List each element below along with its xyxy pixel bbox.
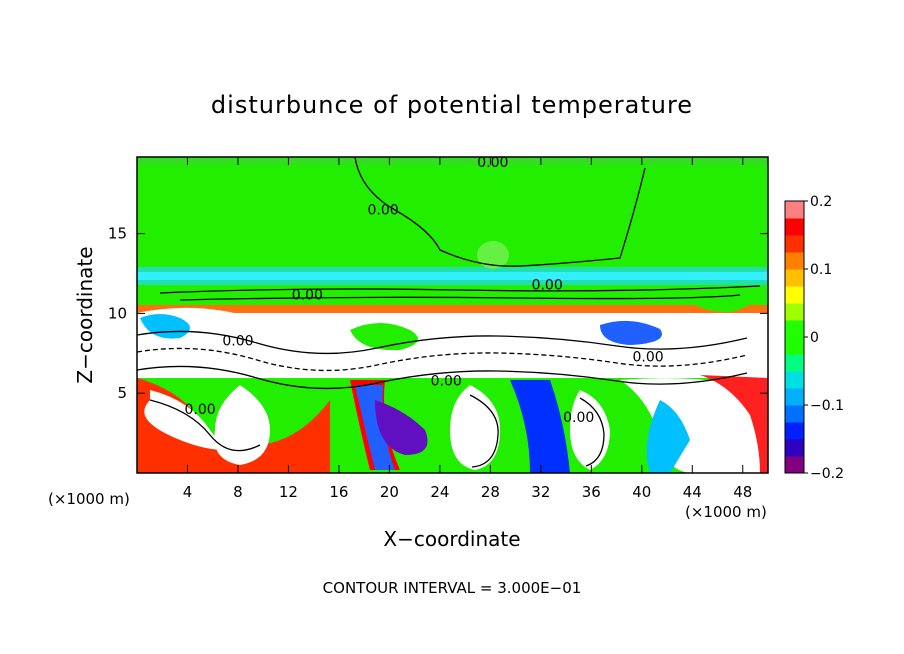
colorbar-tick-label: 0 [810,330,819,346]
colorbar-tick-label: −0.1 [810,398,844,414]
colorbar-step [785,218,804,236]
colorbar-step [785,337,804,355]
colorbar-step [785,252,804,270]
x-tick-label: 48 [733,483,752,501]
colorbar-step [785,354,804,372]
colorbar-tick-label: 0.1 [810,262,832,278]
contour-label: 0.00 [222,334,253,350]
x-axis: 4 8 12 16 20 24 28 32 36 40 44 48 [183,157,752,501]
y-tick-label: 15 [108,225,127,243]
contour-label: 0.00 [368,203,399,219]
contour-label: 0.00 [532,278,563,294]
colorbar-step [785,371,804,389]
x-unit-right: (×1000 m) [685,503,767,521]
x-tick-label: 8 [233,483,243,501]
x-unit-left: (×1000 m) [48,490,130,508]
x-tick-label: 24 [430,483,449,501]
colorbar-step [785,286,804,304]
y-axis: 5 10 15 [108,225,768,402]
colorbar-tick-label: −0.2 [810,466,844,482]
colorbar-tick-label: 0.2 [810,194,832,210]
x-tick-label: 4 [183,483,193,501]
heatmap-field [137,157,768,473]
x-tick-label: 32 [531,483,550,501]
colorbar-step [785,235,804,253]
x-tick-label: 16 [329,483,348,501]
colorbar-step [785,201,804,219]
colorbar-step [785,320,804,338]
plot-frame [136,156,769,474]
colorbar-step [785,456,804,474]
x-tick-label: 44 [683,483,702,501]
contour-labels: 0.00 0.00 0.00 0.00 0.00 0.00 0.00 0.00 0.00 [185,155,664,426]
contour-label: 0.00 [633,349,664,365]
x-tick-label: 36 [582,483,601,501]
colorbar-step [785,439,804,457]
contour-label: 0.00 [563,410,594,426]
x-tick-label: 28 [481,483,500,501]
contour-interval-note: CONTOUR INTERVAL = 3.000E−01 [323,579,582,597]
colorbar-step [785,405,804,423]
colorbar-step [785,269,804,287]
x-tick-label: 12 [279,483,298,501]
y-tick-label: 5 [117,384,127,402]
colorbar-step [785,422,804,440]
y-tick-label: 10 [108,304,127,322]
colorbar: 0.2 0.1 0 −0.1 −0.2 [784,194,844,482]
colorbar-step [785,303,804,321]
x-tick-label: 40 [632,483,651,501]
contour-label: 0.00 [477,155,508,171]
y-axis-label: Z−coordinate [73,246,97,383]
chart-title: disturbunce of potential temperature [211,91,693,119]
x-tick-label: 20 [380,483,399,501]
contour-label: 0.00 [431,373,462,389]
x-axis-label: X−coordinate [383,527,520,551]
contour-label: 0.00 [292,287,323,303]
colorbar-step [785,388,804,406]
contour-label: 0.00 [185,402,216,418]
